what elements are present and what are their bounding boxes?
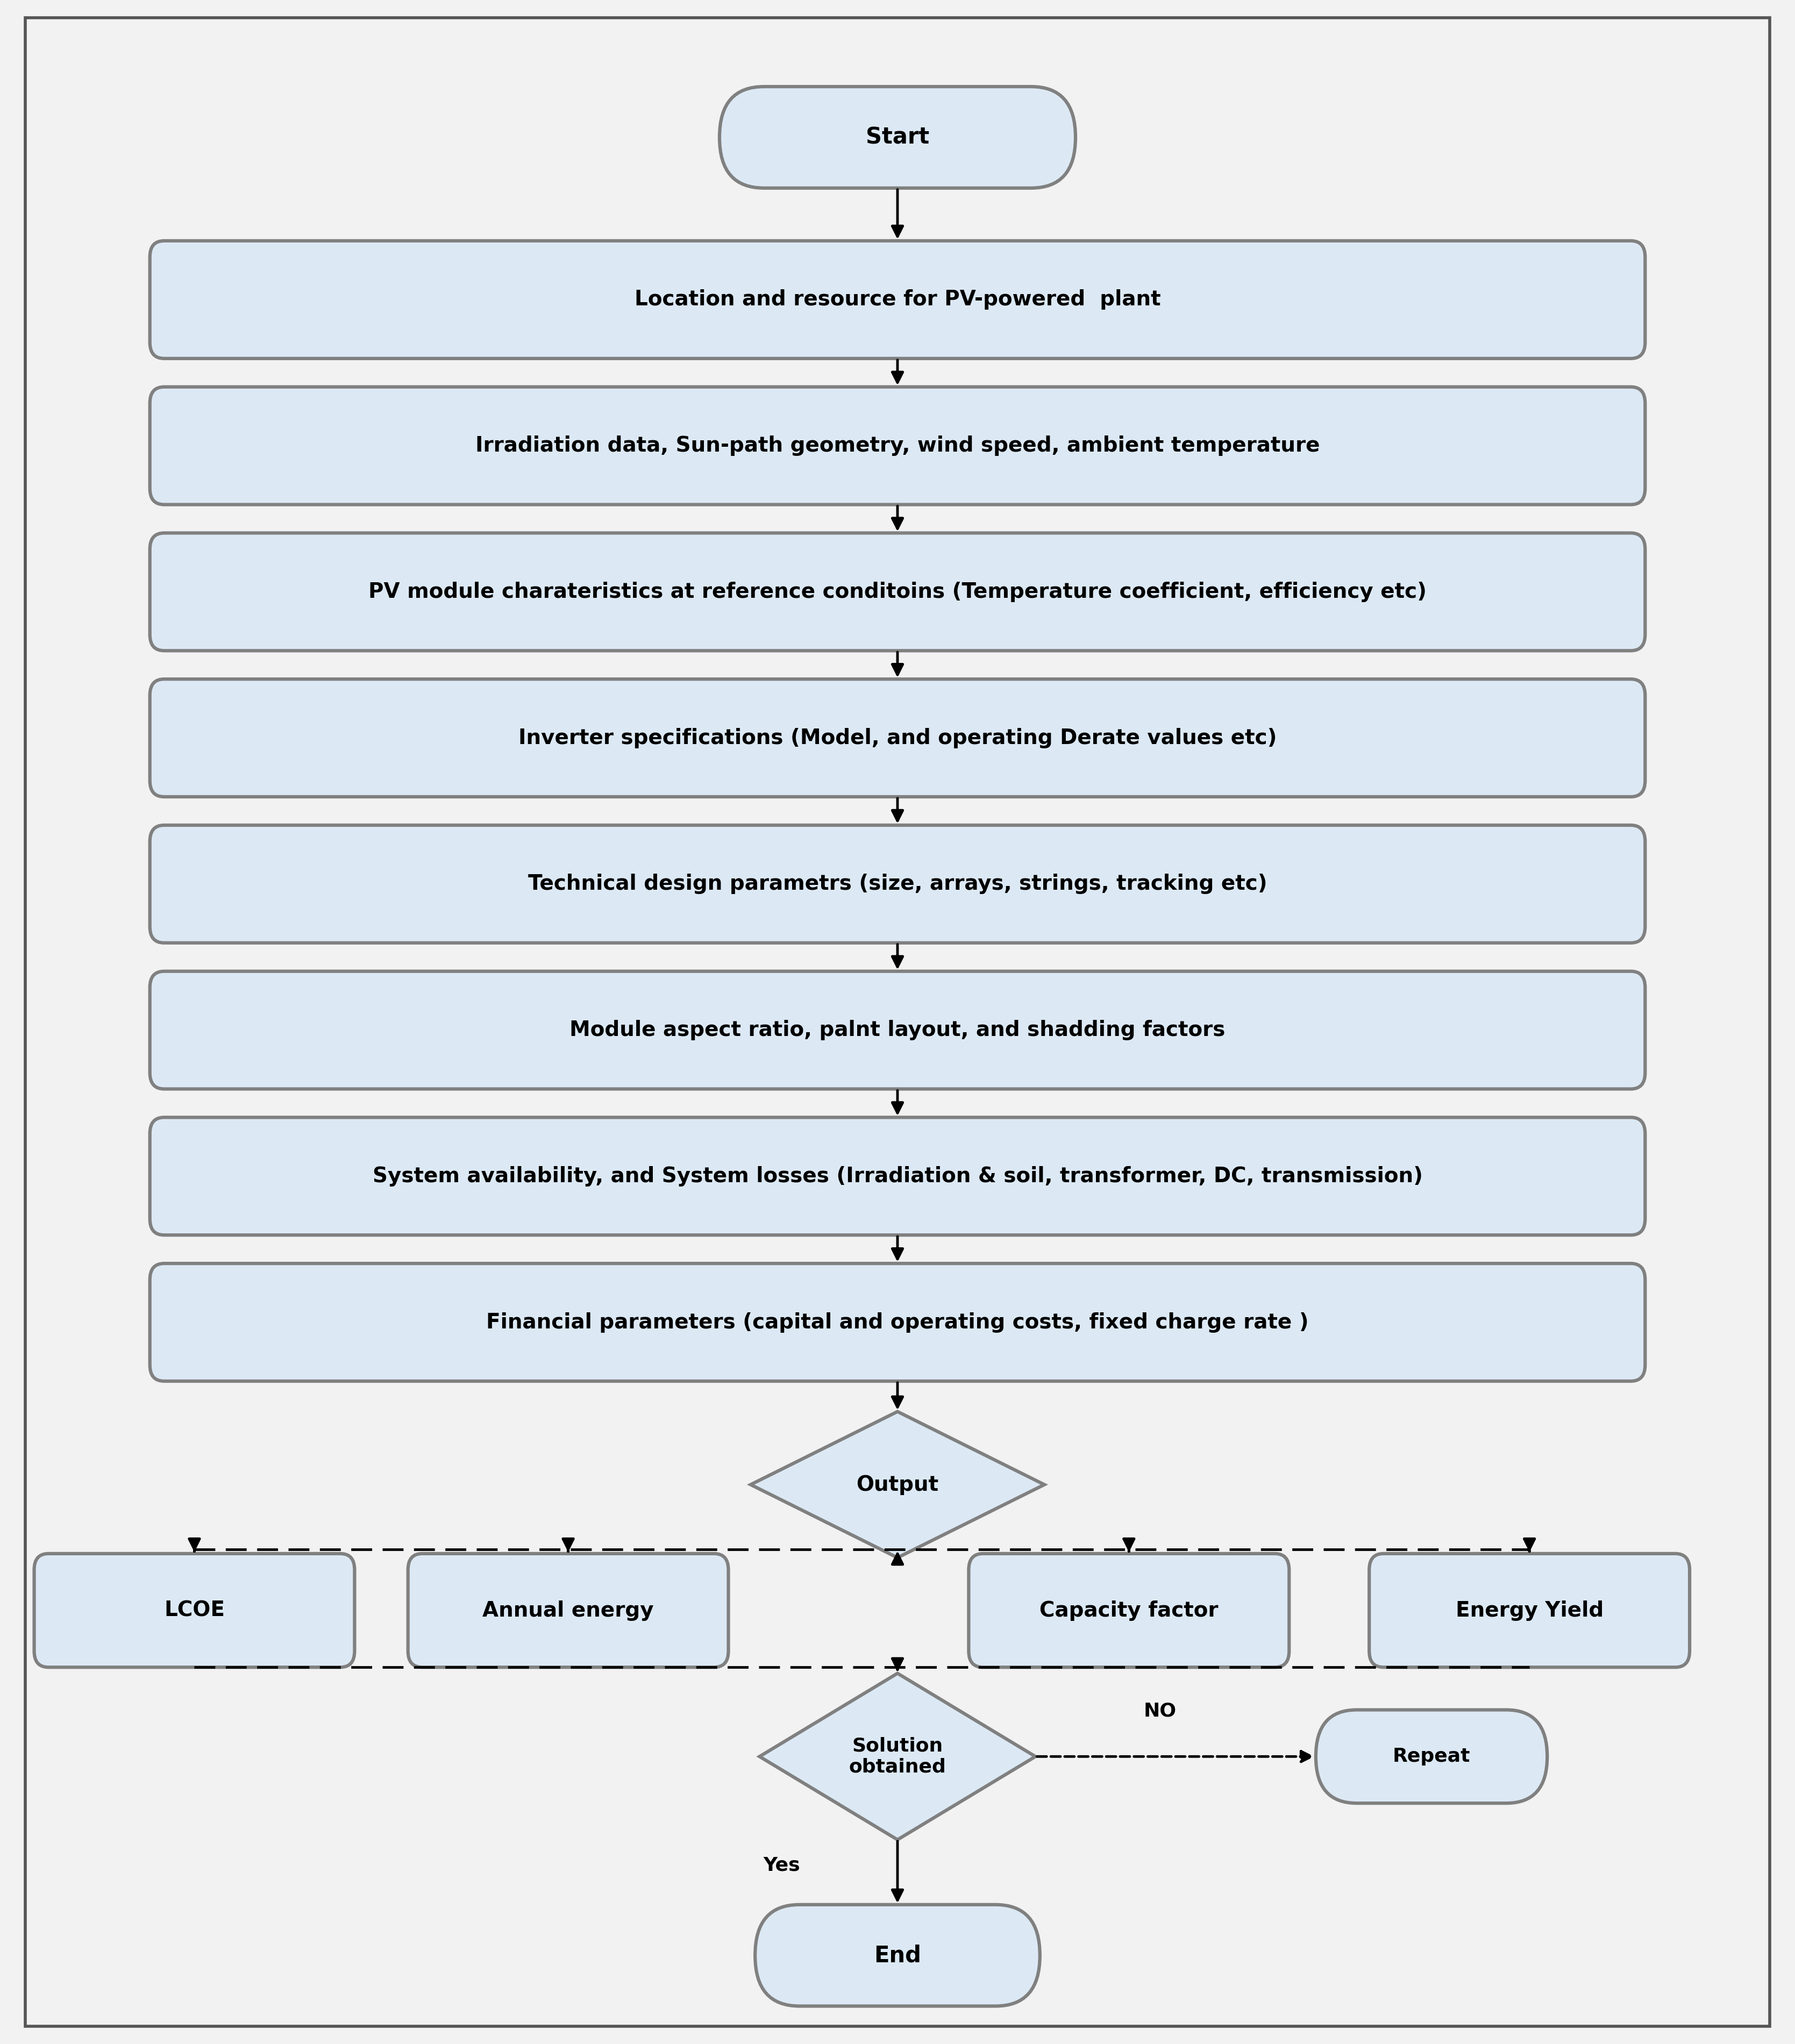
Text: End: End: [874, 1944, 921, 1966]
Text: Location and resource for PV-powered  plant: Location and resource for PV-powered pla…: [634, 290, 1161, 311]
Text: LCOE: LCOE: [163, 1600, 224, 1621]
Text: Annual energy: Annual energy: [483, 1600, 653, 1621]
FancyBboxPatch shape: [969, 1553, 1289, 1668]
Text: System availability, and System losses (Irradiation & soil, transformer, DC, tra: System availability, and System losses (…: [372, 1165, 1423, 1186]
Text: Yes: Yes: [763, 1856, 801, 1874]
Text: Repeat: Repeat: [1393, 1748, 1470, 1766]
FancyBboxPatch shape: [149, 1118, 1646, 1235]
Text: Output: Output: [856, 1474, 939, 1494]
FancyBboxPatch shape: [149, 1263, 1646, 1382]
FancyBboxPatch shape: [407, 1553, 729, 1668]
Text: Technical design parametrs (size, arrays, strings, tracking etc): Technical design parametrs (size, arrays…: [528, 873, 1267, 893]
Text: Capacity factor: Capacity factor: [1039, 1600, 1219, 1621]
Text: PV module charateristics at reference conditoins (Temperature coefficient, effic: PV module charateristics at reference co…: [368, 583, 1427, 603]
FancyBboxPatch shape: [149, 533, 1646, 650]
FancyBboxPatch shape: [720, 86, 1075, 188]
FancyBboxPatch shape: [149, 679, 1646, 797]
Text: Energy Yield: Energy Yield: [1456, 1600, 1603, 1621]
Text: Inverter specifications (Model, and operating Derate values etc): Inverter specifications (Model, and oper…: [519, 728, 1276, 748]
Polygon shape: [759, 1674, 1036, 1840]
Polygon shape: [750, 1412, 1045, 1558]
Text: NO: NO: [1143, 1703, 1176, 1719]
FancyBboxPatch shape: [1316, 1711, 1547, 1803]
FancyBboxPatch shape: [756, 1905, 1039, 2005]
Text: Start: Start: [865, 127, 930, 149]
FancyBboxPatch shape: [149, 386, 1646, 505]
FancyBboxPatch shape: [149, 826, 1646, 942]
FancyBboxPatch shape: [149, 241, 1646, 358]
FancyBboxPatch shape: [34, 1553, 355, 1668]
Text: Solution
obtained: Solution obtained: [849, 1737, 946, 1776]
FancyBboxPatch shape: [149, 971, 1646, 1089]
Text: Financial parameters (capital and operating costs, fixed charge rate ): Financial parameters (capital and operat…: [486, 1312, 1309, 1333]
Text: Module aspect ratio, palnt layout, and shadding factors: Module aspect ratio, palnt layout, and s…: [569, 1020, 1226, 1040]
FancyBboxPatch shape: [1370, 1553, 1689, 1668]
Text: Irradiation data, Sun-path geometry, wind speed, ambient temperature: Irradiation data, Sun-path geometry, win…: [476, 435, 1319, 456]
